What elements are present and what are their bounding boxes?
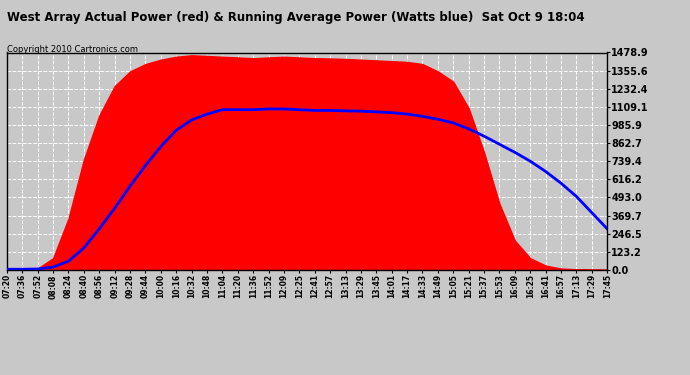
Text: West Array Actual Power (red) & Running Average Power (Watts blue)  Sat Oct 9 18: West Array Actual Power (red) & Running …: [7, 11, 584, 24]
Text: Copyright 2010 Cartronics.com: Copyright 2010 Cartronics.com: [7, 45, 138, 54]
